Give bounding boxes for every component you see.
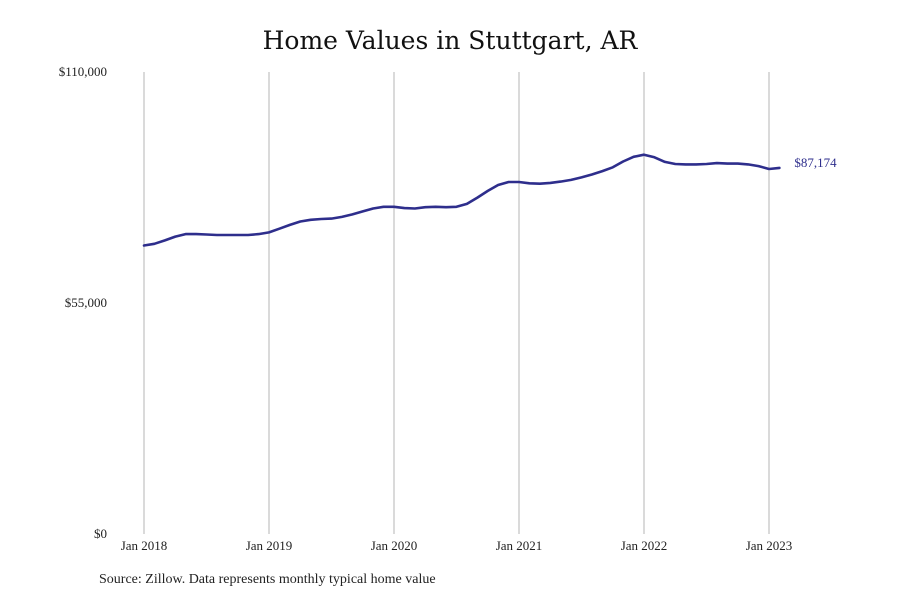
series-layer xyxy=(142,153,781,247)
y-tick-label: $110,000 xyxy=(59,64,107,79)
y-axis-ticks: $0 $55,000 $110,000 xyxy=(59,64,107,541)
x-tick-label: Jan 2018 xyxy=(121,538,168,553)
x-tick-label: Jan 2021 xyxy=(496,538,543,553)
x-tick-label: Jan 2019 xyxy=(246,538,293,553)
y-tick-label: $55,000 xyxy=(65,295,107,310)
x-tick-label: Jan 2020 xyxy=(371,538,418,553)
x-tick-label: Jan 2022 xyxy=(621,538,668,553)
end-value-label: $87,174 xyxy=(794,155,837,170)
x-tick-label: Jan 2023 xyxy=(746,538,793,553)
source-note: Source: Zillow. Data represents monthly … xyxy=(99,572,436,587)
grid-lines xyxy=(143,72,770,534)
y-tick-label: $0 xyxy=(94,526,107,541)
x-axis-ticks: Jan 2018 Jan 2019 Jan 2020 Jan 2021 Jan 2022… xyxy=(121,538,793,553)
data-labels: $87,174 xyxy=(794,155,837,170)
chart-title: Home Values in Stuttgart, AR xyxy=(262,26,638,55)
series-line xyxy=(142,153,781,247)
